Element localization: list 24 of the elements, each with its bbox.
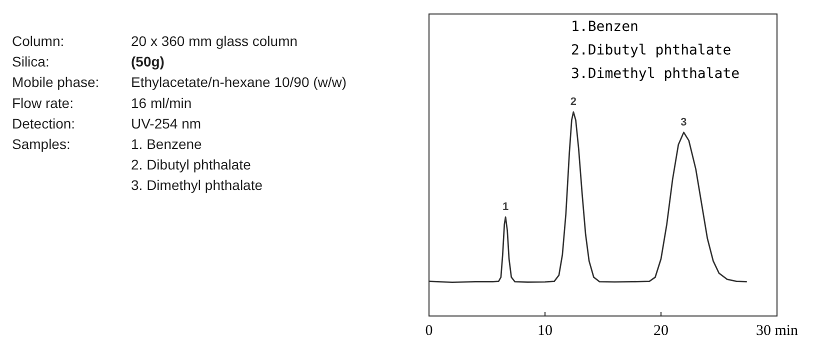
text: Detection: (12, 115, 76, 132)
text: 3. Dimethyl phthalate (131, 177, 263, 194)
x-tick-label: 0 (425, 323, 433, 339)
text: Column: (12, 33, 64, 49)
text: UV-254 nm (131, 115, 202, 132)
annotation: 3 (680, 116, 687, 128)
text: 1. Benzene (131, 136, 202, 152)
text: Mobile phase: (12, 74, 100, 90)
text: 2.Dibutyl phthalate (571, 42, 732, 58)
text: 16 ml/min (131, 94, 192, 111)
text: Ethylacetate/n-hexane 10/90 (w/w) (131, 74, 347, 90)
x-tick-label: 20 (654, 323, 668, 339)
text: 2. Dibutyl phthalate (131, 156, 252, 173)
text: Samples: (12, 136, 70, 152)
x-tick-label: 10 (538, 323, 552, 339)
x-tick-label: 30 min (756, 323, 799, 339)
annotation: 1 (502, 201, 509, 214)
text: Flow rate: (12, 94, 74, 111)
text: 20 x 360 mm glass column (131, 33, 298, 49)
annotation: 2 (570, 96, 576, 108)
text: (50g) (131, 54, 164, 70)
text: 1.Benzen (571, 19, 638, 35)
text: 3.Dimethyl phthalate (571, 66, 740, 82)
text: Silica: (12, 54, 50, 70)
